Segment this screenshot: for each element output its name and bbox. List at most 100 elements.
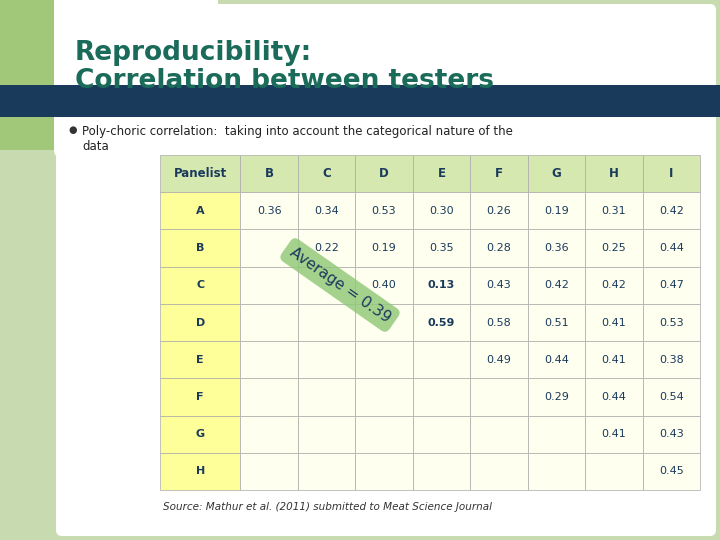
- Bar: [355, 267, 413, 304]
- Bar: [528, 155, 585, 192]
- Text: 0.19: 0.19: [544, 206, 569, 216]
- Bar: [240, 230, 298, 267]
- Text: F: F: [495, 167, 503, 180]
- Bar: [298, 304, 355, 341]
- Bar: [413, 453, 470, 490]
- Bar: [528, 267, 585, 304]
- Text: G: G: [196, 429, 204, 439]
- Text: E: E: [197, 355, 204, 365]
- Bar: [585, 416, 642, 453]
- Bar: [298, 341, 355, 379]
- Bar: [470, 267, 528, 304]
- Bar: [642, 267, 700, 304]
- Text: F: F: [197, 392, 204, 402]
- Bar: [160, 192, 240, 230]
- Bar: [298, 379, 355, 416]
- Text: E: E: [438, 167, 446, 180]
- Bar: [160, 267, 240, 304]
- Bar: [240, 416, 298, 453]
- Text: 0.42: 0.42: [601, 280, 626, 291]
- Bar: [470, 230, 528, 267]
- Bar: [528, 341, 585, 379]
- Text: C: C: [323, 167, 331, 180]
- Text: 0.49: 0.49: [487, 355, 511, 365]
- Text: B: B: [265, 167, 274, 180]
- Text: 0.26: 0.26: [487, 206, 511, 216]
- Text: 0.51: 0.51: [544, 318, 569, 327]
- Bar: [642, 341, 700, 379]
- Bar: [413, 230, 470, 267]
- Text: 0.45: 0.45: [659, 467, 684, 476]
- Bar: [355, 304, 413, 341]
- Text: Panelist: Panelist: [174, 167, 227, 180]
- Text: 0.58: 0.58: [487, 318, 511, 327]
- Bar: [160, 155, 240, 192]
- Text: Source: Mathur et al. (2011) submitted to Meat Science Journal: Source: Mathur et al. (2011) submitted t…: [163, 502, 492, 512]
- Text: H: H: [609, 167, 618, 180]
- Text: 0.35: 0.35: [429, 243, 454, 253]
- Bar: [160, 416, 240, 453]
- Text: 0.54: 0.54: [659, 392, 684, 402]
- Bar: [413, 192, 470, 230]
- Text: 0.36: 0.36: [544, 243, 569, 253]
- Bar: [585, 155, 642, 192]
- Text: D: D: [379, 167, 389, 180]
- FancyBboxPatch shape: [56, 4, 716, 536]
- Text: 0.43: 0.43: [487, 280, 511, 291]
- Text: 0.28: 0.28: [487, 243, 511, 253]
- Text: 0.19: 0.19: [372, 243, 397, 253]
- Bar: [160, 453, 240, 490]
- Bar: [298, 230, 355, 267]
- Text: ●: ●: [68, 125, 76, 135]
- Text: Poly-choric correlation:  taking into account the categorical nature of the: Poly-choric correlation: taking into acc…: [82, 125, 513, 138]
- Text: Average = 0.39: Average = 0.39: [287, 245, 393, 326]
- Bar: [413, 379, 470, 416]
- Bar: [642, 192, 700, 230]
- Text: B: B: [196, 243, 204, 253]
- Text: 0.41: 0.41: [601, 318, 626, 327]
- Bar: [355, 155, 413, 192]
- Bar: [413, 304, 470, 341]
- Text: G: G: [552, 167, 562, 180]
- Bar: [413, 416, 470, 453]
- Text: 0.41: 0.41: [601, 429, 626, 439]
- Bar: [642, 304, 700, 341]
- Text: 0.47: 0.47: [659, 280, 684, 291]
- Text: H: H: [196, 467, 204, 476]
- Bar: [470, 155, 528, 192]
- Bar: [585, 341, 642, 379]
- Bar: [240, 192, 298, 230]
- Bar: [355, 192, 413, 230]
- Text: 0.34: 0.34: [314, 206, 339, 216]
- Text: 0.29: 0.29: [544, 392, 569, 402]
- Text: 0.44: 0.44: [544, 355, 569, 365]
- Bar: [298, 453, 355, 490]
- Bar: [470, 416, 528, 453]
- FancyBboxPatch shape: [0, 85, 720, 117]
- Text: I: I: [669, 167, 673, 180]
- Bar: [642, 379, 700, 416]
- Text: 0.31: 0.31: [601, 206, 626, 216]
- Bar: [160, 230, 240, 267]
- Bar: [528, 453, 585, 490]
- Text: data: data: [82, 140, 109, 153]
- Bar: [585, 304, 642, 341]
- Text: 0.30: 0.30: [429, 206, 454, 216]
- Text: 0.42: 0.42: [544, 280, 569, 291]
- Text: Correlation between testers: Correlation between testers: [75, 68, 494, 94]
- Text: 0.25: 0.25: [601, 243, 626, 253]
- Bar: [355, 379, 413, 416]
- Bar: [642, 230, 700, 267]
- Bar: [642, 416, 700, 453]
- Bar: [240, 453, 298, 490]
- Bar: [355, 230, 413, 267]
- Bar: [413, 155, 470, 192]
- Bar: [642, 453, 700, 490]
- Bar: [160, 304, 240, 341]
- Bar: [240, 341, 298, 379]
- Bar: [470, 453, 528, 490]
- Bar: [240, 379, 298, 416]
- Bar: [470, 379, 528, 416]
- Text: Reproducibility:: Reproducibility:: [75, 40, 312, 66]
- Bar: [160, 341, 240, 379]
